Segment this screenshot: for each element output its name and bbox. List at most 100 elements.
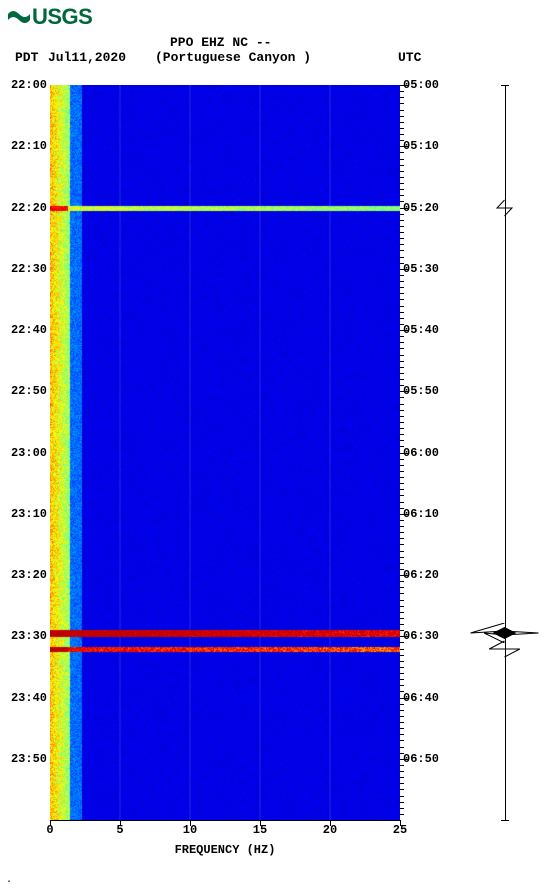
y-tick-minor	[400, 306, 404, 307]
y-tick-minor	[400, 122, 404, 123]
y-tick-minor	[400, 238, 404, 239]
y-tick-minor	[400, 520, 404, 521]
y-tick-minor	[400, 397, 404, 398]
date-label: Jul11,2020	[48, 50, 126, 65]
y-tick-minor	[400, 459, 404, 460]
y-tick-minor	[400, 318, 404, 319]
y-tick-minor	[400, 483, 404, 484]
y-tick-minor	[400, 624, 404, 625]
y-tick-minor	[400, 796, 404, 797]
y-tick-minor	[400, 110, 404, 111]
x-tick-label: 25	[393, 820, 407, 837]
y-tick-major	[400, 391, 408, 392]
y-tick-minor	[400, 244, 404, 245]
y-tick-minor	[400, 440, 404, 441]
y-tick-minor	[400, 214, 404, 215]
y-left-tick-label: 22:50	[11, 384, 50, 398]
station-id: PPO EHZ NC --	[170, 35, 271, 50]
y-tick-major	[400, 146, 408, 147]
y-tick-minor	[400, 685, 404, 686]
usgs-logo: USGS	[8, 4, 92, 30]
y-tick-minor	[400, 220, 404, 221]
y-tick-minor	[400, 655, 404, 656]
y-tick-minor	[400, 416, 404, 417]
y-tick-minor	[400, 281, 404, 282]
y-tick-minor	[400, 563, 404, 564]
y-tick-minor	[400, 97, 404, 98]
y-tick-major	[400, 208, 408, 209]
y-tick-minor	[400, 593, 404, 594]
y-tick-minor	[400, 814, 404, 815]
y-tick-minor	[400, 587, 404, 588]
y-tick-minor	[400, 183, 404, 184]
y-tick-minor	[400, 526, 404, 527]
y-tick-minor	[400, 734, 404, 735]
trace-event	[467, 198, 542, 218]
y-tick-minor	[400, 355, 404, 356]
y-tick-major	[400, 575, 408, 576]
wave-icon	[8, 8, 30, 26]
side-seismogram	[467, 85, 542, 820]
y-tick-minor	[400, 728, 404, 729]
y-tick-minor	[400, 250, 404, 251]
y-tick-minor	[400, 673, 404, 674]
y-tick-minor	[400, 765, 404, 766]
y-tick-minor	[400, 159, 404, 160]
y-tick-minor	[400, 275, 404, 276]
y-tick-minor	[400, 299, 404, 300]
y-tick-minor	[400, 91, 404, 92]
y-tick-minor	[400, 342, 404, 343]
y-tick-major	[400, 269, 408, 270]
y-tick-minor	[400, 422, 404, 423]
y-tick-minor	[400, 361, 404, 362]
y-tick-minor	[400, 189, 404, 190]
y-tick-major	[400, 759, 408, 760]
y-tick-minor	[400, 495, 404, 496]
y-tick-minor	[400, 477, 404, 478]
y-tick-minor	[400, 777, 404, 778]
y-left-tick-label: 22:10	[11, 139, 50, 153]
y-tick-minor	[400, 128, 404, 129]
trace-event	[467, 639, 542, 659]
trace-endcap	[501, 85, 509, 86]
y-tick-major	[400, 453, 408, 454]
y-left-tick-label: 23:40	[11, 691, 50, 705]
x-tick-label: 5	[116, 820, 123, 837]
y-tick-minor	[400, 171, 404, 172]
y-tick-minor	[400, 367, 404, 368]
y-tick-minor	[400, 532, 404, 533]
y-left-tick-label: 23:20	[11, 568, 50, 582]
y-tick-minor	[400, 379, 404, 380]
y-tick-minor	[400, 312, 404, 313]
y-tick-minor	[400, 679, 404, 680]
y-tick-minor	[400, 489, 404, 490]
y-left-tick-label: 23:50	[11, 752, 50, 766]
y-left-tick-label: 23:10	[11, 507, 50, 521]
y-tick-minor	[400, 373, 404, 374]
y-tick-minor	[400, 226, 404, 227]
y-tick-minor	[400, 502, 404, 503]
y-left-tick-label: 23:30	[11, 629, 50, 643]
y-tick-minor	[400, 293, 404, 294]
y-tick-minor	[400, 667, 404, 668]
y-tick-minor	[400, 747, 404, 748]
y-tick-minor	[400, 618, 404, 619]
y-tick-minor	[400, 538, 404, 539]
y-tick-minor	[400, 808, 404, 809]
y-tick-minor	[400, 428, 404, 429]
y-tick-minor	[400, 716, 404, 717]
y-tick-minor	[400, 557, 404, 558]
y-tick-minor	[400, 465, 404, 466]
y-tick-minor	[400, 471, 404, 472]
x-tick-label: 10	[183, 820, 197, 837]
y-tick-major	[400, 330, 408, 331]
y-tick-minor	[400, 551, 404, 552]
y-tick-major	[400, 636, 408, 637]
y-tick-minor	[400, 287, 404, 288]
spectrogram-plot: 22:0005:0022:1005:1022:2005:2022:3005:30…	[50, 85, 400, 820]
y-tick-minor	[400, 134, 404, 135]
location-label: (Portuguese Canyon )	[155, 50, 311, 65]
pdt-label: PDT	[15, 50, 38, 65]
y-tick-minor	[400, 103, 404, 104]
y-tick-minor	[400, 544, 404, 545]
